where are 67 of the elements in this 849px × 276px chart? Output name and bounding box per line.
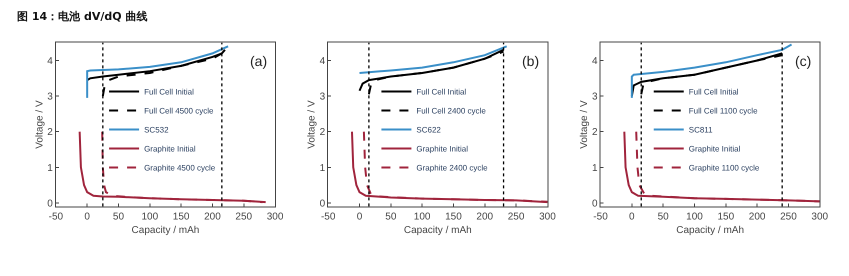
- line-series: [86, 45, 230, 99]
- x-tick-label: 50: [112, 211, 124, 222]
- legend-label: Graphite 4500 cycle: [144, 164, 216, 173]
- x-tick-label: 200: [204, 211, 222, 222]
- x-tick-label: 50: [658, 211, 670, 222]
- x-tick-label: 300: [811, 211, 829, 222]
- legend-label: SC811: [688, 126, 714, 135]
- x-tick-label: 200: [748, 211, 766, 222]
- annotation: (c): [795, 53, 812, 69]
- x-tick-label: 150: [717, 211, 735, 222]
- legend-label: Full Cell Initial: [688, 88, 739, 97]
- x-tick-label: 250: [235, 211, 253, 222]
- legend-label: Graphite Initial: [688, 144, 741, 154]
- legend-label: Graphite Initial: [416, 144, 468, 154]
- y-tick-label: 2: [47, 127, 54, 138]
- x-tick-label: 0: [356, 211, 363, 222]
- legend-label: Graphite Initial: [144, 144, 196, 154]
- x-tick-label: 300: [539, 211, 556, 222]
- y-tick-label: 2: [320, 127, 326, 138]
- x-tick-label: 250: [508, 211, 525, 222]
- y-tick-label: 1: [320, 162, 326, 174]
- x-tick-label: 0: [629, 211, 636, 222]
- legend-label: Full Cell 1100 cycle: [688, 106, 758, 116]
- y-tick-label: 2: [592, 127, 598, 138]
- x-tick-label: -50: [48, 211, 64, 222]
- annotation: (b): [522, 53, 540, 69]
- x-tick-label: 300: [266, 211, 284, 222]
- chart-title: 图 14：电池 dV/dQ 曲线: [17, 10, 148, 23]
- x-tick-label: -50: [593, 211, 608, 222]
- line-series: [358, 45, 508, 74]
- y-tick-label: 1: [47, 162, 54, 174]
- x-tick-label: 250: [780, 211, 798, 222]
- x-tick-label: 50: [385, 211, 397, 222]
- y-axis-title: Voltage / V: [306, 100, 318, 149]
- x-tick-label: 200: [476, 211, 494, 222]
- legend-label: Full Cell 2400 cycle: [416, 106, 486, 116]
- x-axis-title: Capacity / mAh: [132, 224, 200, 236]
- legend-label: SC532: [144, 126, 170, 135]
- line-series: [630, 44, 793, 99]
- legend-label: Full Cell 4500 cycle: [144, 106, 214, 116]
- x-tick-label: 0: [84, 211, 90, 222]
- y-axis-title: Voltage / V: [578, 100, 590, 149]
- x-axis-title: Capacity / mAh: [676, 224, 744, 236]
- y-tick-label: 1: [592, 162, 598, 174]
- y-tick-label: 3: [320, 92, 326, 103]
- y-tick-label: 0: [47, 198, 54, 210]
- x-tick-label: 100: [141, 211, 159, 222]
- legend-label: Graphite 1100 cycle: [688, 164, 760, 173]
- y-tick-label: 0: [592, 198, 598, 210]
- y-tick-label: 4: [592, 56, 598, 68]
- x-tick-label: 150: [172, 211, 190, 222]
- y-tick-label: 4: [320, 56, 326, 68]
- legend-label: Full Cell Initial: [416, 88, 466, 97]
- y-tick-label: 3: [47, 92, 54, 103]
- y-tick-label: 0: [320, 198, 326, 210]
- annotation: (a): [250, 53, 268, 69]
- x-axis-title: Capacity / mAh: [404, 224, 472, 236]
- y-tick-label: 3: [592, 92, 598, 103]
- legend-label: Full Cell Initial: [144, 88, 194, 97]
- x-tick-label: -50: [320, 211, 336, 222]
- x-tick-label: 150: [445, 211, 462, 222]
- x-tick-label: 100: [686, 211, 704, 222]
- legend-label: SC622: [416, 126, 442, 135]
- x-tick-label: 100: [414, 211, 431, 222]
- legend-label: Graphite 2400 cycle: [416, 164, 488, 173]
- y-tick-label: 4: [47, 56, 54, 68]
- y-axis-title: Voltage / V: [34, 100, 46, 149]
